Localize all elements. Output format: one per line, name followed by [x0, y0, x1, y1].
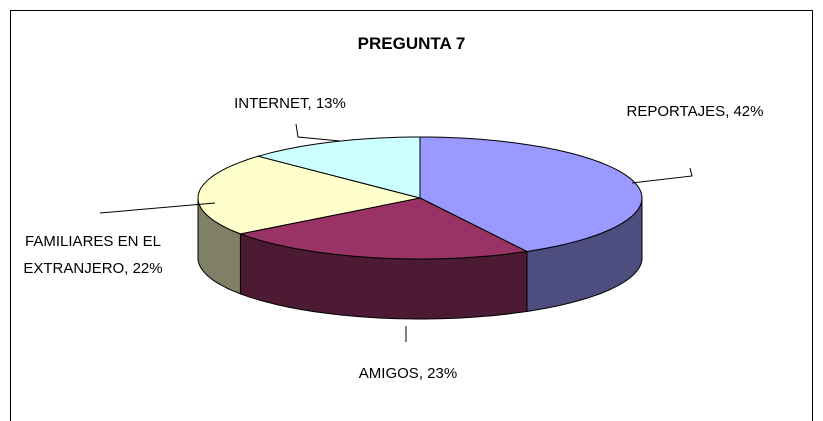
- chart-title: PREGUNTA 7: [357, 34, 466, 53]
- pie-slice: [197, 155, 421, 235]
- category-label: INTERNET: [234, 95, 308, 112]
- category-label: AMIGOS: [358, 365, 419, 382]
- pie-slice: [238, 197, 529, 260]
- value-label: 23%: [427, 365, 458, 382]
- leader-line: [631, 167, 693, 184]
- category-label: REPORTAJES: [626, 103, 726, 120]
- pie-slice: [256, 136, 421, 199]
- data-label: INTERNET, 13%: [234, 95, 346, 112]
- leader-line: [99, 202, 216, 214]
- data-label: FAMILIARES EN EL EXTRANJERO, 22%: [23, 233, 163, 277]
- category-label: FAMILIARES EN EL EXTRANJERO: [23, 233, 161, 277]
- data-label: AMIGOS, 23%: [358, 365, 458, 382]
- value-label: 22%: [132, 260, 163, 277]
- value-label: 42%: [733, 103, 764, 120]
- leader-line: [295, 123, 341, 142]
- value-label: 13%: [315, 95, 346, 112]
- data-label: REPORTAJES, 42%: [626, 103, 764, 120]
